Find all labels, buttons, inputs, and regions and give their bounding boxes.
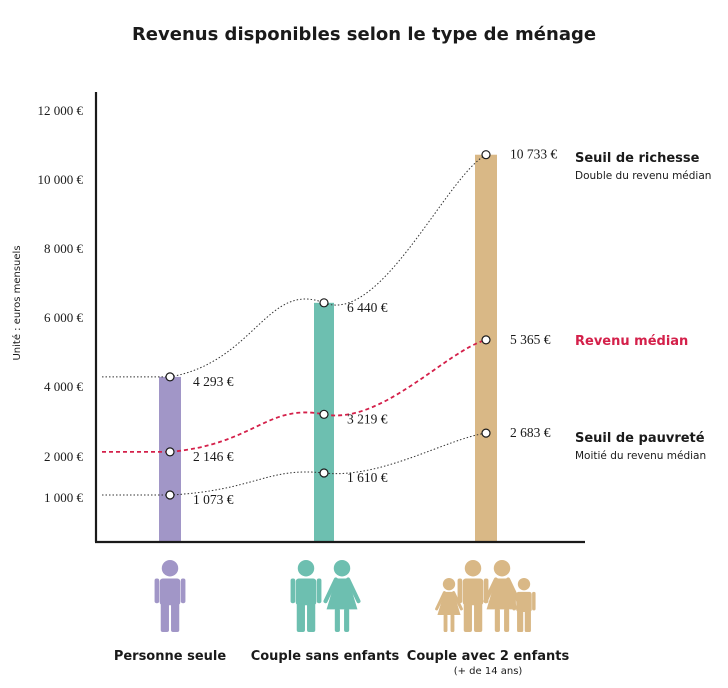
data-label: 1 610 € (347, 470, 388, 485)
y-axis-unit-label: Unité : euros mensuels (11, 245, 23, 360)
data-point (165, 372, 175, 382)
child-girl-icon (435, 578, 463, 632)
chart-title: Revenus disponibles selon le type de mén… (131, 24, 597, 45)
y-tick-label: 2 000 € (44, 449, 84, 464)
data-label: 1 073 € (193, 492, 234, 507)
bar-2 (314, 302, 334, 542)
y-tick-label: 10 000 € (38, 172, 84, 187)
man-icon (154, 560, 186, 632)
data-label: 2 146 € (193, 449, 234, 464)
data-label: 10 733 € (510, 147, 558, 162)
annotation-richesse-title: Seuil de richesse (575, 151, 700, 166)
woman-icon (483, 560, 521, 632)
data-point (319, 298, 329, 308)
data-label: 4 293 € (193, 374, 234, 389)
data-point (319, 409, 329, 419)
series-line-1 (169, 154, 487, 378)
y-tick-label: 12 000 € (38, 103, 84, 118)
data-point (165, 490, 175, 500)
y-tick-label: 4 000 € (44, 379, 84, 394)
y-tick-label: 8 000 € (44, 241, 84, 256)
bar-1 (159, 376, 181, 542)
series-line-3 (169, 432, 487, 496)
annotation-pauvrete-title: Seuil de pauvreté (575, 431, 705, 446)
annotation-median-title: Revenu médian (575, 334, 688, 349)
series-line-2 (169, 339, 487, 453)
data-point (481, 335, 491, 345)
annotation-pauvrete-subtitle: Moitié du revenu médian (575, 450, 706, 462)
annotation-richesse-subtitle: Double du revenu médian (575, 170, 711, 182)
woman-icon (323, 560, 361, 632)
data-point (481, 428, 491, 438)
data-point (319, 468, 329, 478)
category-sublabel-3: (+ de 14 ans) (454, 666, 523, 677)
category-label-2: Couple sans enfants (251, 649, 400, 664)
data-label: 3 219 € (347, 411, 388, 426)
data-point (481, 150, 491, 160)
bar-3 (475, 154, 497, 543)
man-icon (290, 560, 322, 632)
data-label: 2 683 € (510, 425, 551, 440)
category-label-1: Personne seule (114, 649, 227, 664)
data-label: 6 440 € (347, 300, 388, 315)
category-label-3: Couple avec 2 enfants (407, 649, 570, 664)
child-boy-icon (512, 578, 536, 632)
data-point (165, 447, 175, 457)
y-tick-label: 6 000 € (44, 310, 84, 325)
data-label: 5 365 € (510, 332, 551, 347)
y-tick-label: 1 000 € (44, 490, 84, 505)
man-icon (457, 560, 489, 632)
